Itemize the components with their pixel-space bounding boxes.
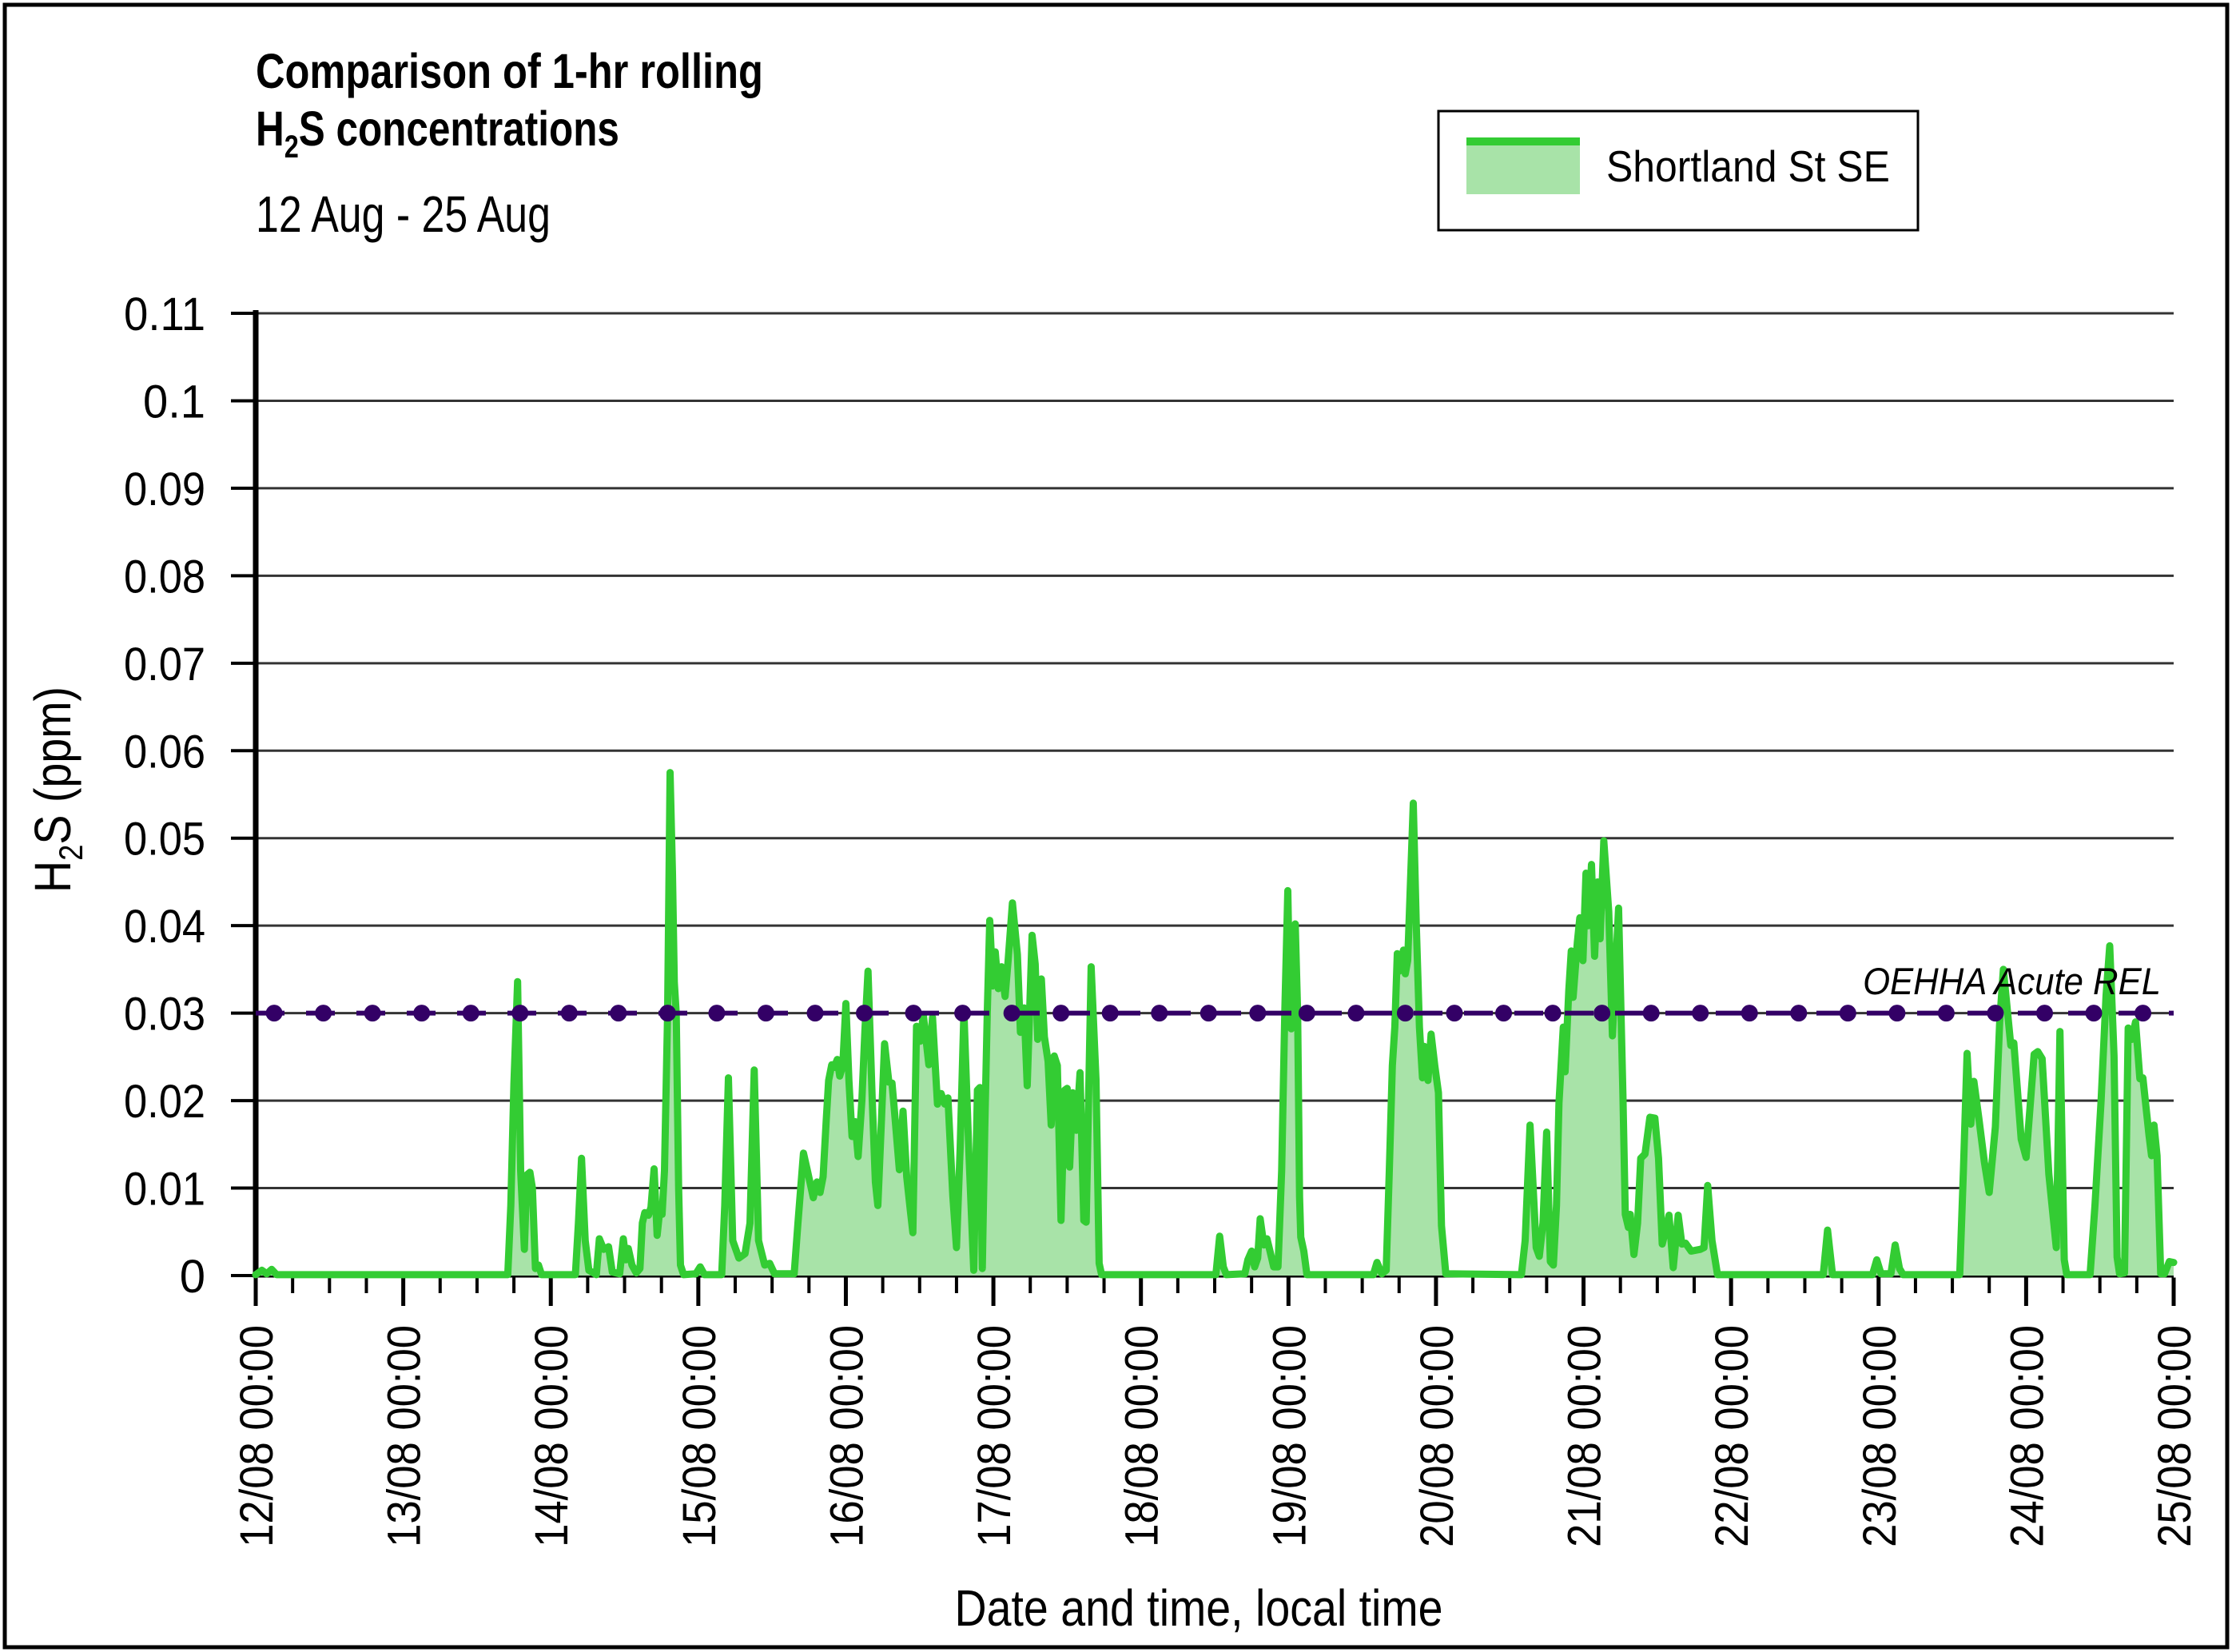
gridlines: [256, 312, 2174, 1190]
reference-marker: [265, 1005, 283, 1022]
series-area: [256, 772, 2174, 1276]
y-tick-label-0.04: 0.04: [124, 901, 205, 953]
y-tick-label-0.03: 0.03: [124, 988, 205, 1040]
legend-swatch-fill: [1466, 145, 1580, 194]
reference-marker: [757, 1005, 774, 1022]
reference-marker: [1101, 1005, 1119, 1022]
x-tick-label-14-08: 14/08 00:00: [526, 1325, 578, 1547]
reference-marker: [1741, 1005, 1758, 1022]
x-tick-label-24-08: 24/08 00:00: [2001, 1325, 2053, 1547]
y-tick-label-0.01: 0.01: [124, 1163, 205, 1215]
reference-marker: [1200, 1005, 1217, 1022]
reference-marker: [1692, 1005, 1709, 1022]
reference-marker: [511, 1005, 529, 1022]
reference-marker: [856, 1005, 873, 1022]
reference-marker: [1396, 1005, 1414, 1022]
reference-marker: [1446, 1005, 1463, 1022]
reference-marker: [560, 1005, 578, 1022]
x-tick-label-12-08: 12/08 00:00: [231, 1325, 283, 1547]
reference-marker: [1839, 1005, 1856, 1022]
x-tick-label-23-08: 23/08 00:00: [1853, 1325, 1905, 1547]
legend-label: Shortland St SE: [1606, 142, 1890, 192]
y-tick-label-0.08: 0.08: [124, 551, 205, 603]
reference-marker: [1298, 1005, 1315, 1022]
x-tick-label-22-08: 22/08 00:00: [1706, 1325, 1758, 1547]
reference-marker: [658, 1005, 676, 1022]
y-tick-label-0.05: 0.05: [124, 813, 205, 865]
reference-marker: [1249, 1005, 1267, 1022]
y-tick-label-0.1: 0.1: [143, 376, 205, 428]
reference-marker: [708, 1005, 726, 1022]
reference-marker: [1003, 1005, 1021, 1022]
reference-marker: [413, 1005, 431, 1022]
reference-marker: [1052, 1005, 1070, 1022]
reference-marker: [905, 1005, 922, 1022]
reference-marker: [1888, 1005, 1906, 1022]
reference-marker: [806, 1005, 824, 1022]
series-group: [252, 769, 2178, 1279]
reference-marker: [462, 1005, 479, 1022]
y-tick-label-0.06: 0.06: [124, 726, 205, 778]
chart-title-line1: Comparison of 1-hr rolling: [256, 43, 763, 98]
x-tick-label-17-08: 17/08 00:00: [969, 1325, 1021, 1547]
reference-marker: [1151, 1005, 1168, 1022]
x-tick-label-13-08: 13/08 00:00: [378, 1325, 430, 1547]
reference-line-label: OEHHA Acute REL: [1863, 961, 2161, 1003]
x-tick-label-19-08: 19/08 00:00: [1263, 1325, 1315, 1547]
reference-marker: [1347, 1005, 1365, 1022]
reference-marker: [2085, 1005, 2103, 1022]
y-tick-label-0: 0: [180, 1251, 205, 1303]
y-tick-label-0.09: 0.09: [124, 463, 205, 515]
reference-line-group: [256, 1005, 2174, 1022]
reference-marker: [315, 1005, 332, 1022]
x-tick-label-18-08: 18/08 00:00: [1116, 1325, 1168, 1547]
x-tick-label-16-08: 16/08 00:00: [821, 1325, 873, 1547]
x-tick-label-15-08: 15/08 00:00: [673, 1325, 725, 1547]
reference-marker: [954, 1005, 972, 1022]
reference-marker: [1544, 1005, 1562, 1022]
y-axis-title: H2S (ppm): [24, 687, 90, 893]
y-tick-label-0.11: 0.11: [124, 288, 205, 340]
reference-marker: [610, 1005, 627, 1022]
chart-subtitle: 12 Aug - 25 Aug: [256, 186, 551, 243]
x-tick-label-20-08: 20/08 00:00: [1411, 1325, 1463, 1547]
x-tick-label-21-08: 21/08 00:00: [1558, 1325, 1610, 1547]
y-tick-label-0.07: 0.07: [124, 638, 205, 690]
legend-swatch-line: [1466, 137, 1580, 145]
reference-marker: [1937, 1005, 1955, 1022]
reference-marker: [2035, 1005, 2053, 1022]
y-tick-label-0.02: 0.02: [124, 1076, 205, 1128]
reference-marker: [364, 1005, 381, 1022]
reference-marker: [1642, 1005, 1660, 1022]
reference-marker: [1495, 1005, 1513, 1022]
reference-marker: [1593, 1005, 1611, 1022]
series-line: [252, 769, 2178, 1279]
x-axis-title: Date and time, local time: [955, 1579, 1443, 1637]
reference-marker: [1987, 1005, 2004, 1022]
reference-marker: [2135, 1005, 2152, 1022]
reference-marker: [1790, 1005, 1808, 1022]
tick-labels: 0 0.01 0.02 0.03 0.04 0.05 0.06 0.07 0.08 0.09 0.1…: [124, 288, 2201, 1547]
legend: Shortland St SE: [1437, 109, 1920, 232]
x-tick-label-25-08: 25/08 00:00: [2149, 1325, 2201, 1547]
chart-title-line2: H2S concentrations: [256, 102, 619, 165]
